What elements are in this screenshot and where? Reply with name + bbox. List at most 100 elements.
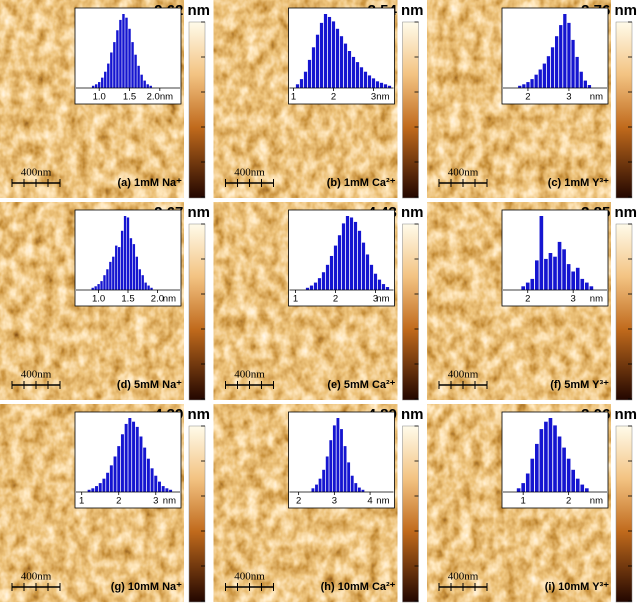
histogram-bar bbox=[124, 423, 128, 492]
histogram-bar bbox=[129, 238, 133, 290]
x-tick-label: 1.5 bbox=[123, 92, 136, 103]
histogram-bar bbox=[140, 74, 143, 88]
histogram-bar bbox=[361, 489, 365, 492]
histogram-bar bbox=[94, 286, 97, 290]
histogram-bar bbox=[139, 436, 143, 492]
histogram-bar bbox=[115, 245, 118, 290]
colorbar bbox=[402, 425, 419, 603]
scale-bar-label: 400nm bbox=[234, 167, 265, 179]
x-tick-label: 2 bbox=[333, 294, 338, 305]
x-tick-label: 2 bbox=[566, 496, 571, 507]
histogram-bar bbox=[315, 34, 320, 88]
x-tick-label: 3 bbox=[332, 496, 337, 507]
histogram-bar bbox=[327, 16, 332, 88]
panel-title: (h) 10mM Ca²⁺ bbox=[321, 581, 396, 593]
histogram-bar bbox=[587, 85, 592, 88]
x-tick-label: 3 bbox=[571, 294, 576, 305]
histogram-bar bbox=[525, 282, 530, 290]
histogram-bar bbox=[135, 426, 139, 492]
x-tick-label: 2 bbox=[116, 496, 121, 507]
histogram-bar bbox=[562, 249, 566, 290]
histogram-bar bbox=[539, 216, 544, 290]
scale-bar-label: 400nm bbox=[448, 167, 479, 179]
histogram-bar bbox=[116, 30, 119, 89]
panel-title: (c) 1mM Y³⁺ bbox=[548, 177, 609, 189]
histogram-bar bbox=[341, 223, 346, 290]
histogram-bar bbox=[122, 14, 125, 88]
histogram-bar bbox=[571, 271, 575, 290]
histogram-bar bbox=[144, 282, 147, 290]
histogram-bar bbox=[95, 486, 98, 492]
inset-frame bbox=[288, 209, 395, 307]
histogram-bar bbox=[340, 429, 343, 492]
histogram-bar bbox=[106, 472, 110, 492]
histogram-bar bbox=[319, 22, 324, 89]
histogram-bar bbox=[103, 275, 106, 290]
x-tick-label: 1.0 bbox=[93, 92, 106, 103]
panel-title: (g) 10mM Na⁺ bbox=[111, 581, 182, 593]
histogram-bar bbox=[539, 429, 544, 492]
histogram-bar bbox=[325, 456, 329, 492]
scale-bar-label: 400nm bbox=[21, 369, 52, 381]
histogram-bar bbox=[307, 59, 312, 88]
histogram-bar bbox=[91, 287, 94, 290]
histogram-bar bbox=[106, 269, 109, 290]
histogram-bar bbox=[383, 84, 388, 88]
histogram-bar bbox=[118, 247, 121, 290]
histogram-bar bbox=[138, 269, 141, 290]
histogram-bar bbox=[321, 272, 326, 290]
histogram-bar bbox=[538, 69, 542, 88]
histogram-bar bbox=[525, 473, 530, 492]
histogram-bar bbox=[566, 264, 571, 290]
histogram-bar bbox=[566, 458, 571, 492]
x-axis-label: nm bbox=[590, 92, 603, 103]
panel-title: (f) 5mM Y³⁺ bbox=[550, 379, 609, 391]
histogram-bar bbox=[98, 82, 101, 88]
histogram-bar bbox=[169, 489, 173, 492]
histogram-bar bbox=[146, 458, 150, 492]
histogram-bar bbox=[295, 84, 300, 88]
histogram-bar bbox=[575, 478, 580, 492]
histogram-bar bbox=[332, 425, 336, 492]
histogram-bar bbox=[579, 71, 583, 88]
x-tick-label: 1 bbox=[293, 294, 298, 305]
histogram-bar bbox=[350, 475, 354, 492]
x-tick-label: 1 bbox=[79, 496, 84, 507]
scale-bar-label: 400nm bbox=[234, 369, 265, 381]
histogram-bar bbox=[548, 253, 553, 290]
histogram-bar bbox=[548, 418, 553, 492]
histogram-bar bbox=[557, 436, 562, 492]
histogram-bar bbox=[521, 483, 525, 492]
histogram-bar bbox=[120, 230, 124, 290]
x-tick-label: 1 bbox=[521, 496, 526, 507]
histogram-bar bbox=[143, 447, 147, 492]
histogram-bar bbox=[125, 17, 128, 89]
histogram-bar bbox=[98, 483, 102, 492]
histogram-bar bbox=[132, 244, 136, 290]
histogram-bar bbox=[555, 36, 559, 88]
histogram-bar bbox=[387, 85, 392, 88]
histogram-bar bbox=[530, 79, 534, 88]
x-tick-label: 3 bbox=[373, 294, 378, 305]
histogram-bar bbox=[117, 446, 121, 492]
histogram-bar bbox=[553, 256, 557, 290]
colorbar bbox=[615, 425, 633, 603]
histogram-bar bbox=[97, 284, 100, 290]
histogram-bar bbox=[562, 447, 566, 492]
histogram-bar bbox=[526, 82, 530, 88]
x-axis-label: nm bbox=[376, 496, 389, 507]
histogram-bar bbox=[363, 71, 368, 88]
inset-frame bbox=[74, 411, 182, 509]
histogram-bar bbox=[303, 71, 308, 88]
x-axis-label: nm bbox=[590, 294, 603, 305]
histogram-bar bbox=[369, 264, 374, 290]
histogram-bar bbox=[516, 488, 521, 492]
histogram-bar bbox=[149, 85, 152, 88]
histogram-bar bbox=[567, 22, 571, 89]
x-tick-label: 3 bbox=[153, 496, 158, 507]
histogram-bar bbox=[347, 462, 351, 492]
